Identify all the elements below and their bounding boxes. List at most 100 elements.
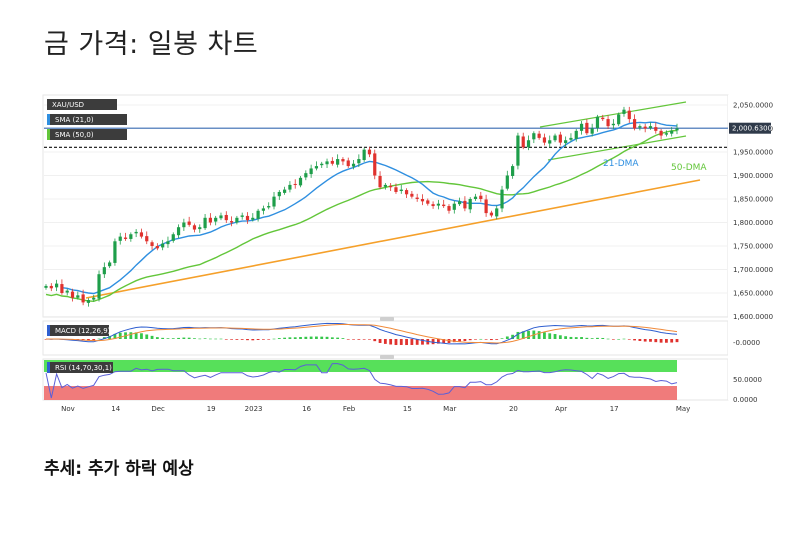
candle-body [542, 137, 547, 143]
legend-sma50-box[interactable] [47, 129, 127, 140]
candle-body [346, 160, 350, 167]
rsi-axis-tick: 0.0000 [733, 396, 758, 404]
macd-histogram-bar [664, 339, 668, 343]
candle-body [309, 168, 313, 175]
candle-body [272, 196, 276, 207]
candle-body [516, 135, 520, 166]
candle-body [81, 294, 85, 303]
macd-histogram-bar [670, 339, 674, 343]
macd-histogram-bar [208, 338, 212, 340]
legend-macd-box[interactable] [47, 325, 109, 336]
macd-histogram-bar [415, 339, 419, 345]
x-axis-label: Dec [151, 405, 165, 413]
candle-body [579, 123, 584, 131]
candle-body [129, 234, 133, 239]
macd-histogram-bar [383, 339, 387, 344]
sma50-annotation: 50-DMA [671, 163, 707, 173]
macd-histogram-bar [633, 339, 636, 341]
legend-symbol-box[interactable] [47, 99, 117, 110]
macd-histogram-bar [198, 338, 202, 340]
candle-body [606, 119, 610, 127]
macd-histogram-bar [564, 336, 568, 339]
candle-body [442, 204, 446, 207]
macd-histogram-bar [505, 336, 509, 339]
macd-histogram-bar [622, 338, 626, 340]
rsi-axis-tick: 50.0000 [733, 376, 762, 384]
x-axis-label: 14 [111, 405, 120, 413]
candle-body [558, 134, 562, 143]
candle-body [155, 246, 159, 249]
panel-resize-handle[interactable] [380, 355, 394, 359]
macd-histogram-bar [495, 339, 499, 340]
candle-body [261, 208, 266, 211]
legend-rsi: RSI (14,70,30,1) [55, 364, 112, 372]
macd-histogram-bar [92, 339, 96, 341]
macd-histogram-bar [330, 337, 334, 339]
price-axis-tick: 1,900.0000 [733, 172, 773, 180]
candle-body [166, 241, 170, 245]
candle-body [431, 204, 435, 207]
macd-histogram-bar [155, 337, 159, 339]
candle-body [187, 221, 191, 225]
macd-histogram-bar [346, 339, 350, 340]
candle-body [389, 185, 393, 188]
candle-body [277, 191, 281, 197]
macd-histogram-bar [436, 339, 440, 344]
candle-body [208, 217, 212, 223]
candle-body [336, 159, 340, 165]
macd-histogram-bar [649, 339, 652, 342]
macd-histogram-bar [97, 338, 101, 340]
legend-sma21: SMA (21,0) [55, 116, 94, 124]
macd-histogram-bar [527, 330, 530, 339]
macd-histogram-bar [675, 339, 679, 343]
candle-body [420, 199, 425, 202]
candle-body [590, 128, 594, 134]
price-axis-tick: 1,700.0000 [733, 266, 773, 274]
macd-histogram-bar [474, 339, 477, 340]
candle-body [92, 297, 96, 300]
candle-body [283, 189, 287, 193]
macd-histogram-bar [421, 339, 424, 345]
macd-histogram-bar [246, 339, 249, 341]
candle-body [176, 227, 181, 236]
legend-macd: MACD (12,26,9) [55, 327, 111, 335]
x-axis-label: 16 [302, 405, 311, 413]
candle-body [49, 285, 53, 289]
macd-histogram-bar [611, 339, 615, 340]
rsi-line [45, 363, 678, 399]
candle-body [399, 189, 403, 192]
macd-histogram-bar [277, 338, 281, 339]
macd-histogram-bar [585, 337, 589, 339]
macd-histogram-bar [569, 336, 573, 339]
candle-body [648, 126, 653, 129]
macd-histogram-bar [129, 332, 133, 339]
macd-histogram-bar [490, 339, 493, 341]
legend-sma21-box[interactable] [47, 114, 127, 125]
candle-body [643, 126, 647, 129]
candle-body [457, 201, 462, 205]
candle-body [341, 159, 345, 162]
candle-body [44, 285, 48, 288]
macd-histogram-bar [442, 339, 446, 344]
macd-histogram-bar [235, 339, 239, 340]
panel-resize-handle[interactable] [380, 317, 394, 321]
candle-body [251, 217, 255, 220]
macd-histogram-bar [108, 335, 112, 339]
candle-body [108, 262, 112, 267]
macd-histogram-bar [468, 339, 472, 341]
macd-histogram-bar [548, 333, 552, 339]
macd-histogram-bar [596, 337, 599, 339]
legend-rsi-box[interactable] [47, 362, 113, 373]
price-axis-tick: 1,950.0000 [733, 149, 773, 157]
candle-body [113, 241, 117, 263]
x-axis-label: Nov [61, 405, 75, 413]
x-axis-label: 15 [403, 405, 412, 413]
macd-histogram-bar [224, 339, 228, 340]
candle-body [468, 199, 472, 210]
macd-histogram-bar [479, 338, 483, 340]
candle-body [404, 190, 409, 195]
candle-body [479, 195, 483, 199]
candle-body [267, 206, 271, 208]
macd-histogram-bar [203, 338, 207, 339]
macd-histogram-bar [166, 338, 170, 339]
